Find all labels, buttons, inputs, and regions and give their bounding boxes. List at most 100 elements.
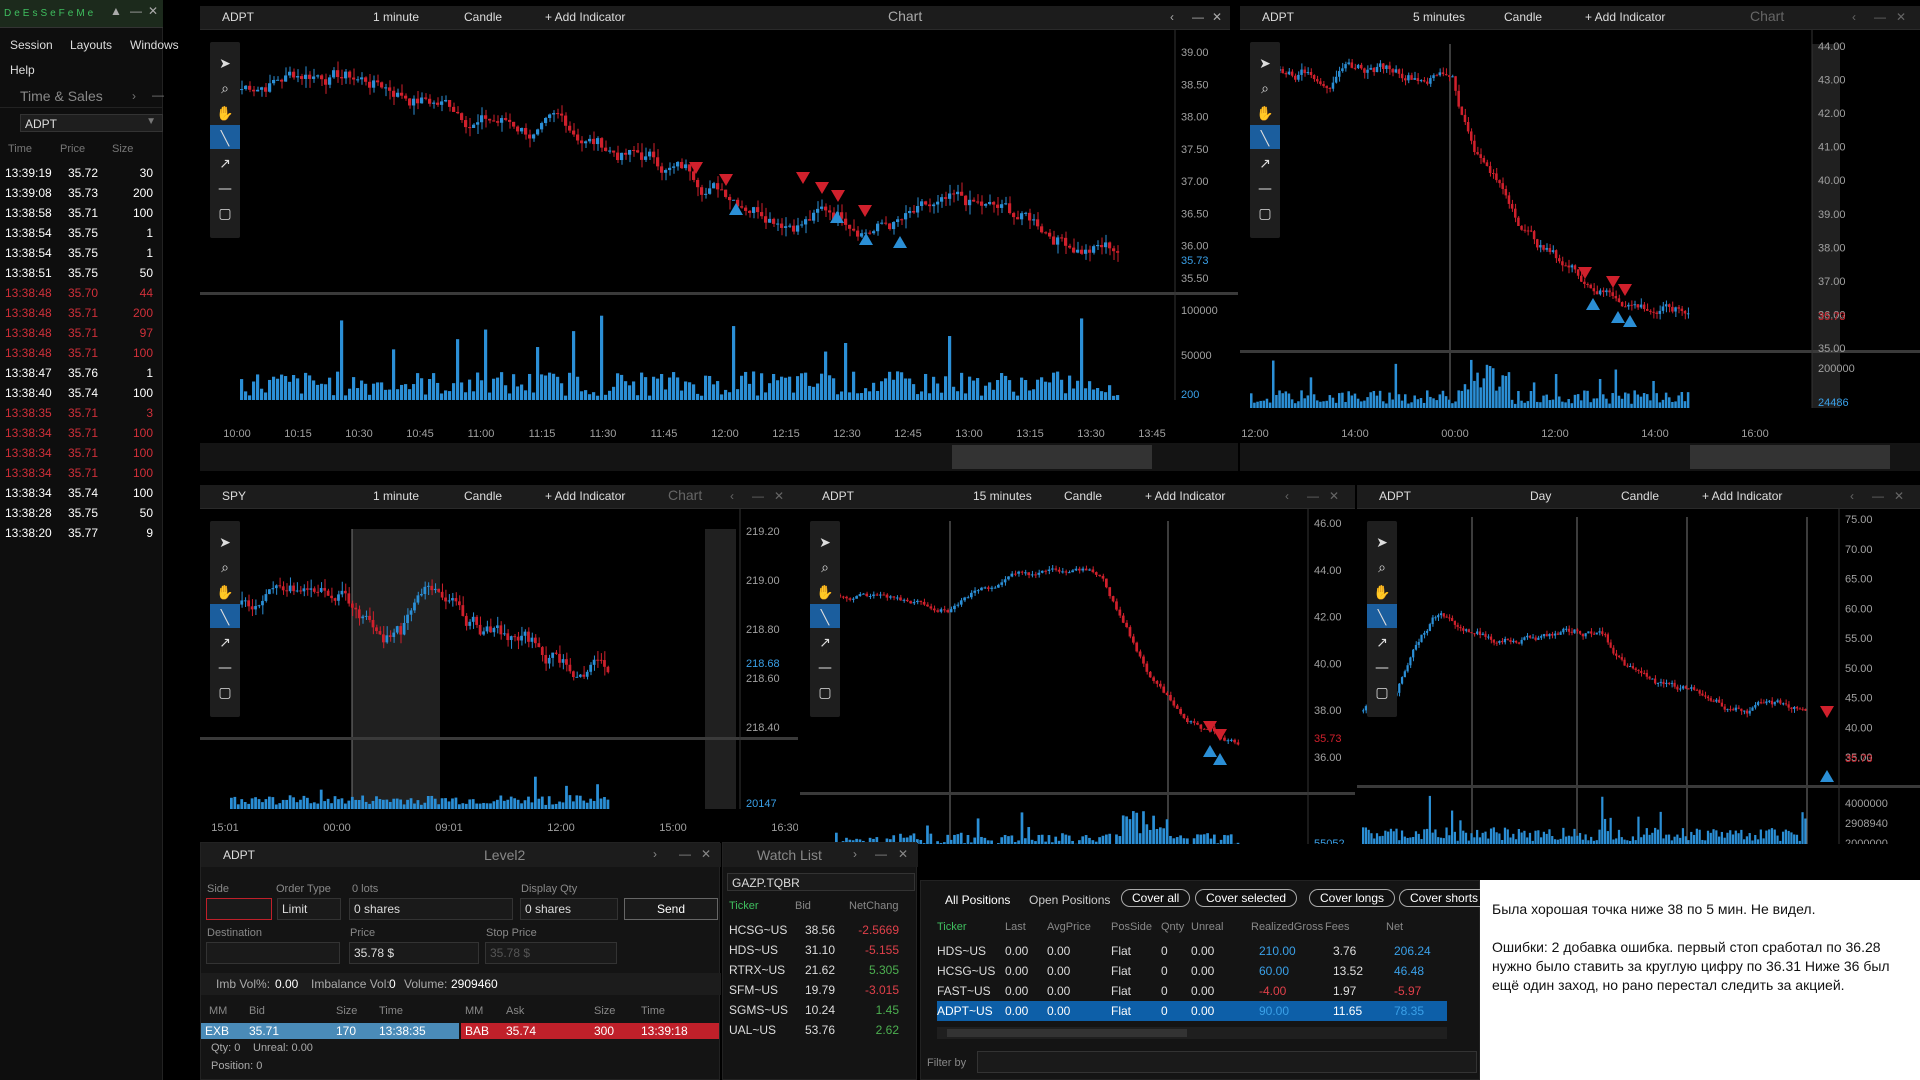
pos-col-ticker[interactable]: Ticker [937, 921, 967, 933]
close-icon[interactable]: ✕ [701, 847, 712, 861]
cover-longs-button[interactable]: Cover longs [1309, 889, 1396, 907]
chart2-add-indicator[interactable]: + Add Indicator [1585, 10, 1666, 24]
chevron-left-icon[interactable]: ‹ [1170, 10, 1174, 24]
pos-col-fees[interactable]: Fees [1325, 921, 1350, 933]
pos-col-qnty[interactable]: Qnty [1161, 921, 1185, 933]
chart5-symbol[interactable]: ADPT [1379, 489, 1412, 503]
chart3-interval[interactable]: 1 minute [373, 489, 420, 503]
minimize-icon[interactable]: — [1307, 489, 1319, 503]
stop-price-input[interactable]: 35.78 $ [485, 942, 617, 964]
watch-col-netchange[interactable]: NetChang [849, 900, 899, 912]
destination-select[interactable] [206, 942, 340, 964]
rectangle-tool-icon[interactable]: ▢ [1375, 685, 1388, 701]
ts-col-time[interactable]: Time [8, 143, 33, 155]
ask-row[interactable]: BAB 35.74 300 13:39:18 [461, 1023, 719, 1039]
level2-symbol[interactable]: ADPT [223, 848, 256, 862]
arrow-tool-icon[interactable]: ↗ [819, 635, 831, 651]
line-tool-icon[interactable]: ╲ [220, 609, 231, 626]
position-row[interactable]: HDS~US 0.00 0.00 Flat 0 0.00 210.00 3.76 206.24 [937, 941, 1447, 961]
close-icon[interactable]: ✕ [1329, 489, 1340, 503]
tab-all-positions[interactable]: All Positions [945, 893, 1011, 907]
pos-col-realizedgross[interactable]: RealizedGross [1251, 921, 1324, 933]
cover-shorts-button[interactable]: Cover shorts [1399, 889, 1490, 907]
cursor-icon[interactable]: ➤ [1376, 535, 1388, 551]
tab-open-positions[interactable]: Open Positions [1029, 893, 1111, 907]
watch-col-ticker[interactable]: Ticker [729, 900, 759, 912]
pos-col-unreal[interactable]: Unreal [1191, 921, 1224, 933]
hline-tool-icon[interactable]: — [218, 181, 232, 197]
chart5-pane[interactable]: 75.00 70.00 65.00 60.00 55.00 50.00 45.00 40.00… [1357, 509, 1920, 844]
zoom-icon[interactable]: ⌕ [221, 81, 229, 97]
menu-layouts[interactable]: Layouts [70, 38, 113, 52]
close-icon[interactable]: ✕ [1894, 489, 1905, 503]
hline-tool-icon[interactable]: — [1375, 660, 1389, 676]
menu-session[interactable]: Session [10, 38, 53, 52]
chevron-left-icon[interactable]: ‹ [1285, 489, 1289, 503]
close-icon[interactable]: ✕ [774, 489, 785, 503]
watch-row[interactable]: UAL~US 53.76 2.62 [723, 1020, 903, 1040]
hand-icon[interactable]: ✋ [1373, 584, 1390, 601]
chevron-left-icon[interactable]: ‹ [1850, 489, 1854, 503]
close-icon[interactable]: ✕ [148, 4, 159, 18]
collapse-icon[interactable]: ▲ [110, 4, 122, 18]
hline-tool-icon[interactable]: — [1258, 181, 1272, 197]
menu-help[interactable]: Help [10, 63, 35, 77]
minimize-icon[interactable]: — [1874, 10, 1886, 24]
arrow-tool-icon[interactable]: ↗ [219, 635, 231, 651]
chart1-symbol[interactable]: ADPT [222, 10, 255, 24]
zoom-icon[interactable]: ⌕ [1378, 560, 1386, 576]
chart2-style[interactable]: Candle [1504, 10, 1543, 24]
minimize-icon[interactable]: — [752, 489, 764, 503]
chart3-symbol[interactable]: SPY [222, 489, 247, 503]
chart3-pane[interactable]: 219.20 219.00 218.80 218.60 218.40 218.68 2014… [200, 509, 798, 844]
menu-windows[interactable]: Windows [130, 38, 179, 52]
chart3-style[interactable]: Candle [464, 489, 503, 503]
pos-col-posside[interactable]: PosSide [1111, 921, 1152, 933]
rectangle-tool-icon[interactable]: ▢ [218, 685, 231, 701]
hline-tool-icon[interactable]: — [818, 660, 832, 676]
ts-col-price[interactable]: Price [60, 143, 86, 155]
cursor-icon[interactable]: ➤ [219, 535, 231, 551]
order-type-select[interactable]: Limit [277, 898, 341, 920]
watch-symbol-select[interactable]: GAZP.TQBR [727, 873, 915, 891]
chevron-right-icon[interactable]: › [132, 89, 136, 103]
minimize-icon[interactable]: — [1872, 489, 1884, 503]
minimize-icon[interactable]: — [1192, 10, 1204, 24]
watch-row[interactable]: RTRX~US 21.62 5.305 [723, 960, 903, 980]
display-qty-input[interactable]: 0 shares [520, 898, 618, 920]
ts-col-size[interactable]: Size [112, 143, 134, 155]
shares-input[interactable]: 0 shares [349, 898, 513, 920]
chevron-left-icon[interactable]: ‹ [1852, 10, 1856, 24]
cursor-icon[interactable]: ➤ [819, 535, 831, 551]
chart5-interval[interactable]: Day [1530, 489, 1552, 503]
arrow-tool-icon[interactable]: ↗ [219, 156, 231, 172]
watch-col-bid[interactable]: Bid [795, 900, 811, 912]
rectangle-tool-icon[interactable]: ▢ [1258, 206, 1271, 222]
watch-row[interactable]: HCSG~US 38.56 -2.5669 [723, 920, 903, 940]
chart4-style[interactable]: Candle [1064, 489, 1103, 503]
close-icon[interactable]: ✕ [898, 847, 909, 861]
chevron-right-icon[interactable]: › [853, 847, 857, 861]
line-tool-icon[interactable]: ╲ [1260, 130, 1271, 147]
hand-icon[interactable]: ✋ [216, 584, 233, 601]
position-row[interactable]: FAST~US 0.00 0.00 Flat 0 0.00 -4.00 1.97 -5.97 [937, 981, 1447, 1001]
chart3-canvas[interactable]: 219.20219.00218.80218.60218.40218.682014… [200, 509, 798, 844]
cursor-icon[interactable]: ➤ [1259, 56, 1271, 72]
zoom-icon[interactable]: ⌕ [221, 560, 229, 576]
chart4-symbol[interactable]: ADPT [822, 489, 855, 503]
symbol-select[interactable]: ADPT ▼ [20, 114, 163, 132]
hand-icon[interactable]: ✋ [816, 584, 833, 601]
close-icon[interactable]: ✕ [1896, 10, 1907, 24]
line-tool-icon[interactable]: ╲ [220, 130, 231, 147]
rectangle-tool-icon[interactable]: ▢ [818, 685, 831, 701]
chart5-style[interactable]: Candle [1621, 489, 1660, 503]
chart2-pane[interactable]: 44.00 43.00 42.00 41.00 40.00 39.00 38.00 37.00… [1240, 30, 1920, 477]
chevron-right-icon[interactable]: › [653, 847, 657, 861]
hand-icon[interactable]: ✋ [1256, 105, 1273, 122]
cover-all-button[interactable]: Cover all [1121, 889, 1191, 907]
chart1-canvas[interactable]: 39.0038.5038.0037.5037.0036.5036.0035.50… [200, 30, 1238, 477]
scrollbar-thumb[interactable] [947, 1029, 1187, 1037]
pos-col-net[interactable]: Net [1386, 921, 1404, 933]
positions-scrollbar[interactable] [937, 1027, 1447, 1039]
arrow-tool-icon[interactable]: ↗ [1376, 635, 1388, 651]
